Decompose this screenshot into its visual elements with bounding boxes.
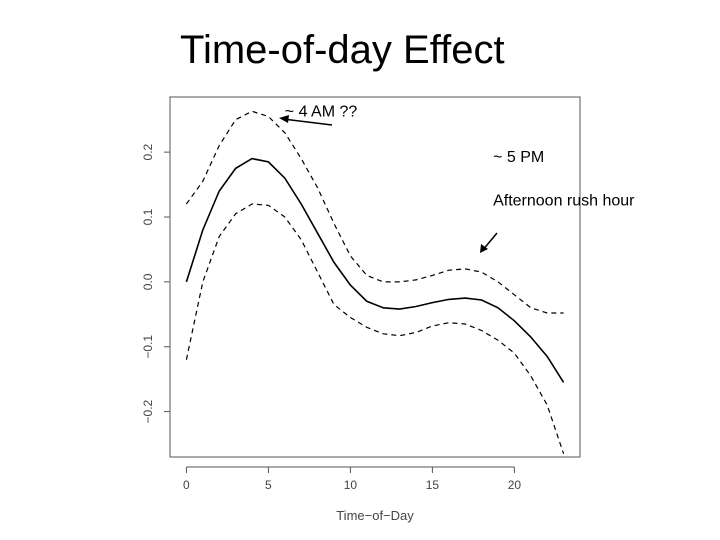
y-tick-label: −0.1 <box>141 335 155 359</box>
y-tick-label: 0.0 <box>141 273 155 290</box>
x-tick-label: 10 <box>344 478 358 492</box>
series-layer <box>185 110 565 454</box>
y-tick-label: −0.2 <box>141 399 155 423</box>
x-tick-label: 5 <box>265 478 272 492</box>
annotation-layer: ~ 4 AM ?? ~ 5 PM Afternoon rush hour <box>279 103 635 253</box>
annotation-text: ~ 5 PM <box>493 149 544 166</box>
confidence-band-line <box>185 203 565 454</box>
x-axis-label: Time−of−Day <box>336 508 414 523</box>
x-tick-label: 20 <box>508 478 522 492</box>
plot-frame <box>169 96 581 458</box>
y-axis: −0.2 −0.1 0.0 0.1 0.2 <box>141 143 170 423</box>
slide-title: Time-of-day Effect <box>180 28 505 72</box>
annotation-arrowhead-4am <box>279 115 289 123</box>
x-axis: 0 5 10 15 20 <box>183 466 522 492</box>
confidence-band-line <box>185 110 564 314</box>
annotation-arrow-4am <box>282 118 333 126</box>
annotation-text: ~ 4 AM ?? <box>285 103 358 120</box>
x-tick-label: 15 <box>426 478 440 492</box>
annotation-arrowhead-5pm <box>480 244 488 253</box>
estimate-line <box>185 157 565 383</box>
y-tick-label: 0.1 <box>141 208 155 225</box>
x-tick-label: 0 <box>183 478 190 492</box>
annotation-text: Afternoon rush hour <box>493 192 635 209</box>
y-tick-label: 0.2 <box>141 143 155 160</box>
